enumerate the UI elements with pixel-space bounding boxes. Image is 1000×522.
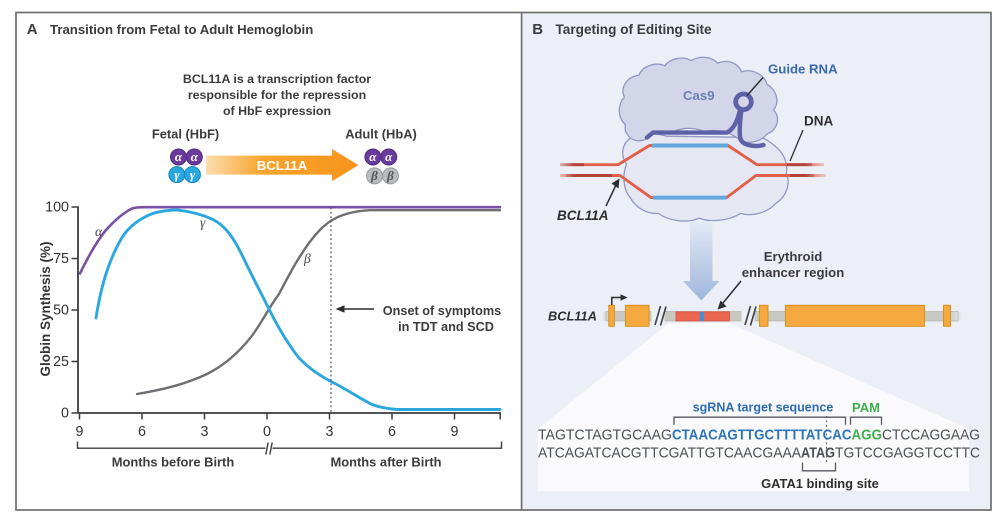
- svg-text:9: 9: [451, 424, 459, 440]
- svg-text:in TDT and SCD: in TDT and SCD: [398, 320, 494, 334]
- svg-text:of HbF expression: of HbF expression: [223, 104, 331, 118]
- svg-text:responsible for the repression: responsible for the repression: [188, 88, 366, 102]
- svg-text:α: α: [175, 149, 183, 164]
- svg-text:0: 0: [61, 406, 69, 422]
- svg-text:sgRNA target sequence: sgRNA target sequence: [693, 401, 834, 415]
- svg-text:Fetal (HbF): Fetal (HbF): [152, 127, 219, 142]
- svg-text:AGG: AGG: [852, 427, 883, 444]
- svg-text:enhancer region: enhancer region: [742, 265, 845, 280]
- svg-text:3: 3: [326, 424, 334, 440]
- svg-text:Cas9: Cas9: [683, 88, 715, 103]
- svg-text:25: 25: [53, 354, 69, 370]
- svg-text:3: 3: [201, 424, 209, 440]
- svg-text:TGTCCGAGGTCCTTC: TGTCCGAGGTCCTTC: [835, 445, 980, 462]
- svg-text:Guide RNA: Guide RNA: [768, 62, 838, 77]
- svg-text:Globin Synthesis (%): Globin Synthesis (%): [38, 241, 53, 376]
- svg-text:γ: γ: [200, 215, 206, 230]
- svg-text:TAGTCTAGTGCAAG: TAGTCTAGTGCAAG: [538, 427, 672, 444]
- svg-text:γ: γ: [174, 167, 180, 182]
- svg-text:GATA1 binding site: GATA1 binding site: [761, 476, 879, 491]
- svg-text:α: α: [385, 149, 393, 164]
- svg-text:75: 75: [53, 251, 69, 267]
- svg-text:α: α: [369, 149, 377, 164]
- svg-text:CTAACAGTTGCTTTTATCAC: CTAACAGTTGCTTTTATCAC: [672, 427, 852, 444]
- svg-text:Erythroid: Erythroid: [764, 249, 823, 264]
- svg-text:DNA: DNA: [804, 114, 833, 129]
- svg-text:γ: γ: [190, 167, 196, 182]
- svg-text:α: α: [191, 149, 199, 164]
- svg-text:B: B: [532, 21, 543, 38]
- svg-text:PAM: PAM: [852, 400, 880, 415]
- svg-text:Onset of symptoms: Onset of symptoms: [383, 304, 501, 318]
- svg-text:6: 6: [138, 424, 146, 440]
- svg-text:Adult (HbA): Adult (HbA): [345, 127, 417, 142]
- svg-text:50: 50: [53, 303, 69, 319]
- svg-text:0: 0: [263, 424, 271, 440]
- svg-text:9: 9: [76, 424, 84, 440]
- svg-text:6: 6: [388, 424, 396, 440]
- svg-text:β: β: [303, 251, 311, 266]
- svg-text:β: β: [386, 168, 394, 183]
- svg-text:BCL11A: BCL11A: [557, 208, 609, 223]
- svg-text:Months after Birth: Months after Birth: [331, 455, 442, 470]
- svg-text:BCL11A: BCL11A: [548, 309, 597, 324]
- svg-text:ATCAGATCACGTTCGATTGTCAACGAAA: ATCAGATCACGTTCGATTGTCAACGAAA: [538, 445, 801, 462]
- svg-text:ATAG: ATAG: [801, 445, 835, 462]
- svg-text:BCL11A: BCL11A: [257, 158, 308, 173]
- svg-text:Transition from Fetal to Adult: Transition from Fetal to Adult Hemoglobi…: [50, 22, 313, 37]
- svg-text:BCL11A is a transcription fact: BCL11A is a transcription factor: [183, 72, 371, 86]
- svg-text:A: A: [27, 21, 38, 38]
- svg-text:β: β: [370, 168, 378, 183]
- svg-text:Targeting of Editing Site: Targeting of Editing Site: [556, 22, 713, 37]
- svg-text:CTCCAGGAAG: CTCCAGGAAG: [882, 427, 980, 444]
- svg-text:α: α: [95, 224, 103, 239]
- svg-text:100: 100: [45, 200, 69, 216]
- svg-text:Months before Birth: Months before Birth: [112, 455, 235, 470]
